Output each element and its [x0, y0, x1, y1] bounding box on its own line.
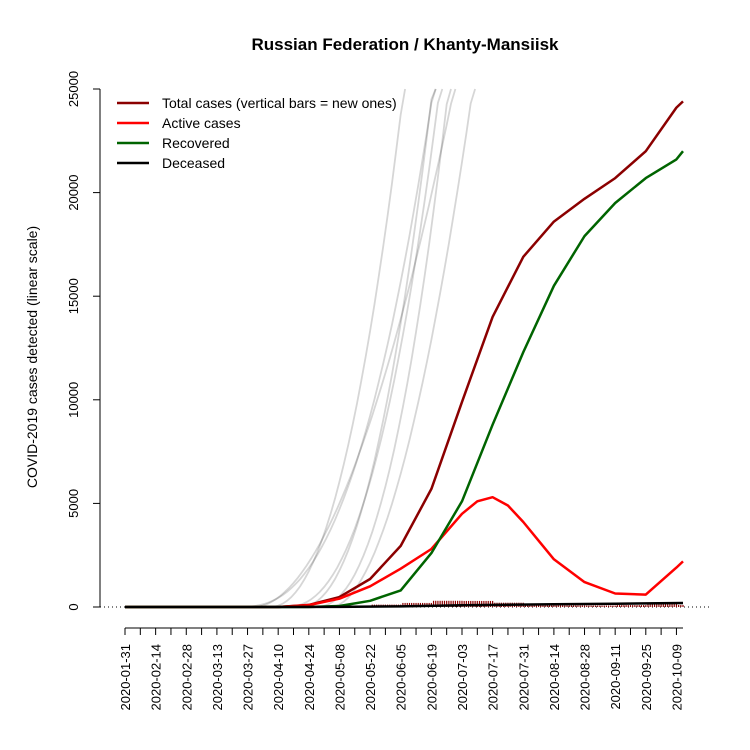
- chart-title: Russian Federation / Khanty-Mansiisk: [251, 35, 559, 54]
- x-tick-label: 2020-07-03: [455, 644, 470, 711]
- x-tick-label: 2020-02-28: [179, 644, 194, 711]
- x-tick-label: 2020-03-13: [210, 644, 225, 711]
- y-tick-label: 15000: [66, 278, 81, 314]
- x-tick-label: 2020-07-31: [516, 644, 531, 711]
- x-tick-label: 2020-06-05: [394, 644, 409, 711]
- x-tick-label: 2020-05-08: [332, 644, 347, 711]
- background-region-line: [284, 88, 444, 608]
- series-line: [125, 150, 684, 609]
- legend-label: Recovered: [162, 135, 230, 151]
- y-axis-label: COVID-2019 cases detected (linear scale): [24, 226, 40, 488]
- x-tick-label: 2020-09-11: [608, 644, 623, 710]
- x-tick-label: 2020-07-17: [486, 644, 501, 711]
- y-tick-label: 5000: [66, 489, 81, 518]
- y-tick-label: 10000: [66, 382, 81, 418]
- background-region-line: [330, 88, 476, 608]
- x-tick-label: 2020-08-14: [547, 644, 562, 711]
- background-region-line: [300, 88, 437, 608]
- x-tick-label: 2020-09-25: [639, 644, 654, 711]
- x-tick-label: 2020-05-22: [363, 644, 378, 711]
- series-line: [125, 100, 684, 609]
- series-line: [125, 495, 684, 609]
- x-axis: 2020-01-31 2020-02-14 2020-02-28 2020-03-13…: [118, 627, 684, 711]
- legend-label: Deceased: [162, 155, 225, 171]
- x-tick-label: 2020-01-31: [118, 644, 133, 711]
- background-region-line: [254, 88, 457, 608]
- series-lines: [124, 100, 684, 609]
- x-tick-label: 2020-04-24: [302, 644, 317, 711]
- background-region-line: [269, 88, 406, 608]
- legend-label: Total cases (vertical bars = new ones): [162, 95, 397, 111]
- x-tick-label: 2020-04-10: [271, 644, 286, 711]
- legend-label: Active cases: [162, 115, 241, 131]
- x-tick-label: 2020-10-09: [669, 644, 684, 711]
- x-tick-label: 2020-02-14: [149, 644, 164, 711]
- x-tick-label: 2020-06-19: [424, 644, 439, 711]
- background-region-line: [238, 88, 437, 608]
- background-region-lines: [238, 88, 476, 608]
- legend: Total cases (vertical bars = new ones) Ac…: [117, 95, 397, 171]
- y-tick-label: 20000: [66, 175, 81, 211]
- y-tick-label: 0: [66, 603, 81, 610]
- x-tick-label: 2020-03-27: [241, 644, 256, 711]
- y-tick-label: 25000: [66, 71, 81, 107]
- x-tick-label: 2020-08-28: [578, 644, 593, 711]
- y-axis: 0 5000 10000 15000 20000 25000: [66, 71, 101, 611]
- series-line: [124, 601, 684, 609]
